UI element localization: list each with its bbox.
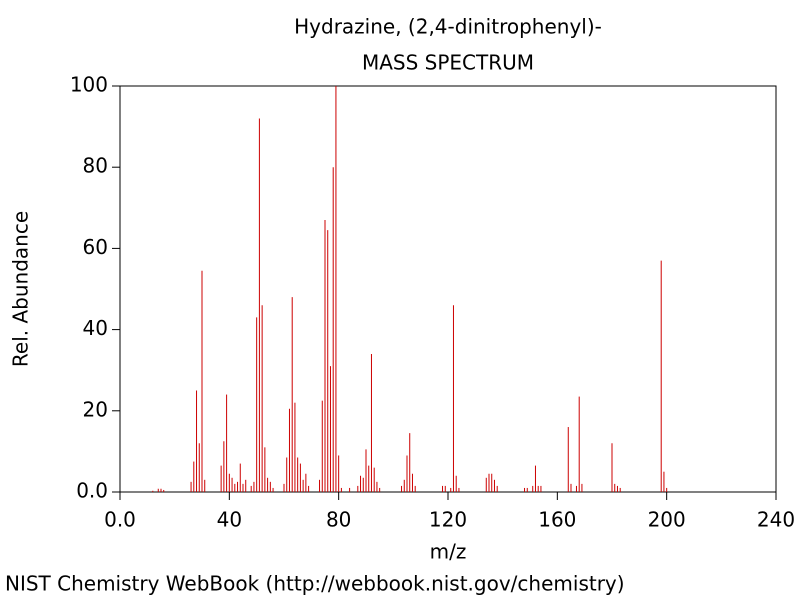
y-axis-label: Rel. Abundance [9, 211, 33, 367]
y-tick-label: 0.0 [76, 479, 108, 503]
x-tick-label: 40 [217, 508, 242, 532]
x-tick-label: 120 [429, 508, 467, 532]
plot-frame [119, 85, 777, 493]
y-tick-label: 40 [83, 316, 108, 340]
x-tick-label: 200 [648, 508, 686, 532]
x-tick-label: 80 [326, 508, 351, 532]
x-tick-label: 0.0 [104, 508, 136, 532]
y-tick-label: 20 [83, 397, 108, 421]
x-tick-label: 160 [538, 508, 576, 532]
chart-subtitle: MASS SPECTRUM [362, 51, 534, 75]
footer: NIST Chemistry WebBook (http://webbook.n… [5, 572, 625, 596]
y-tick-label: 60 [83, 235, 108, 259]
y-tick-label: 100 [70, 73, 108, 97]
chart-title: Hydrazine, (2,4-dinitrophenyl)- [294, 15, 602, 39]
x-tick-label: 240 [757, 508, 795, 532]
x-axis-label: m/z [430, 540, 467, 564]
y-tick-label: 80 [83, 154, 108, 178]
